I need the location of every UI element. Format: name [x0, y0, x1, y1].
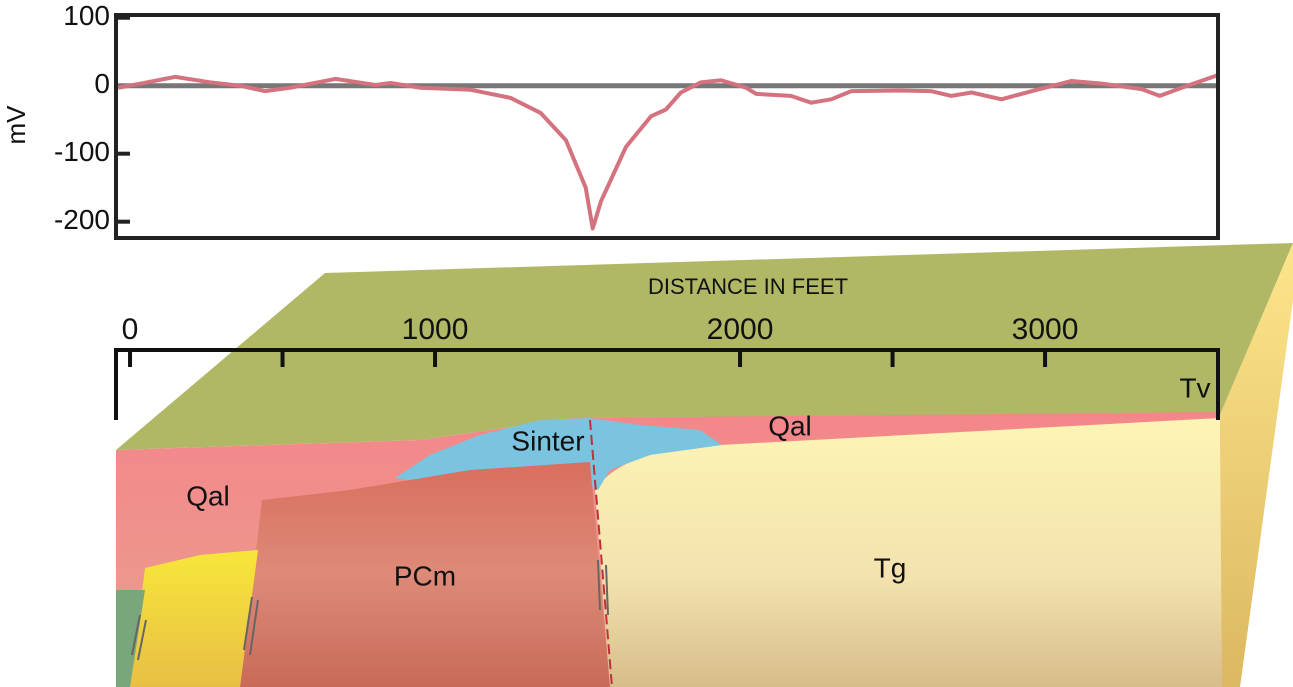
unit-label: Tg — [874, 552, 907, 583]
line-series — [117, 73, 1218, 231]
plot-frame — [114, 13, 1220, 240]
y-tick-label: -100 — [54, 136, 110, 167]
yellow-unit — [130, 550, 258, 687]
x-tick-label: 0 — [122, 313, 139, 346]
top-surface — [116, 243, 1293, 450]
y-tick-label: -200 — [54, 204, 110, 235]
unit-label: Tv — [1179, 372, 1210, 403]
pcm-unit — [240, 462, 610, 687]
fault-arrows — [131, 559, 609, 661]
x-axis-title: DISTANCE IN FEET — [648, 274, 848, 299]
x-tick-label: 3000 — [1012, 313, 1079, 346]
x-tick-label: 2000 — [707, 313, 774, 346]
block: Qal Sinter Qal PCm Tg Tv — [116, 243, 1293, 687]
unit-label: Qal — [768, 410, 812, 441]
x-tick-label: 1000 — [402, 313, 469, 346]
green-unit — [116, 590, 145, 687]
unit-label: Sinter — [511, 425, 584, 456]
unit-label: Qal — [186, 480, 230, 511]
y-tick-label: 100 — [63, 0, 110, 31]
y-tick-label: 0 — [94, 68, 110, 99]
y-axis-title: mV — [1, 105, 31, 145]
tg-unit — [595, 418, 1222, 687]
unit-label: PCm — [394, 560, 456, 591]
distance-axis — [114, 348, 1220, 420]
side-face — [1220, 243, 1293, 687]
